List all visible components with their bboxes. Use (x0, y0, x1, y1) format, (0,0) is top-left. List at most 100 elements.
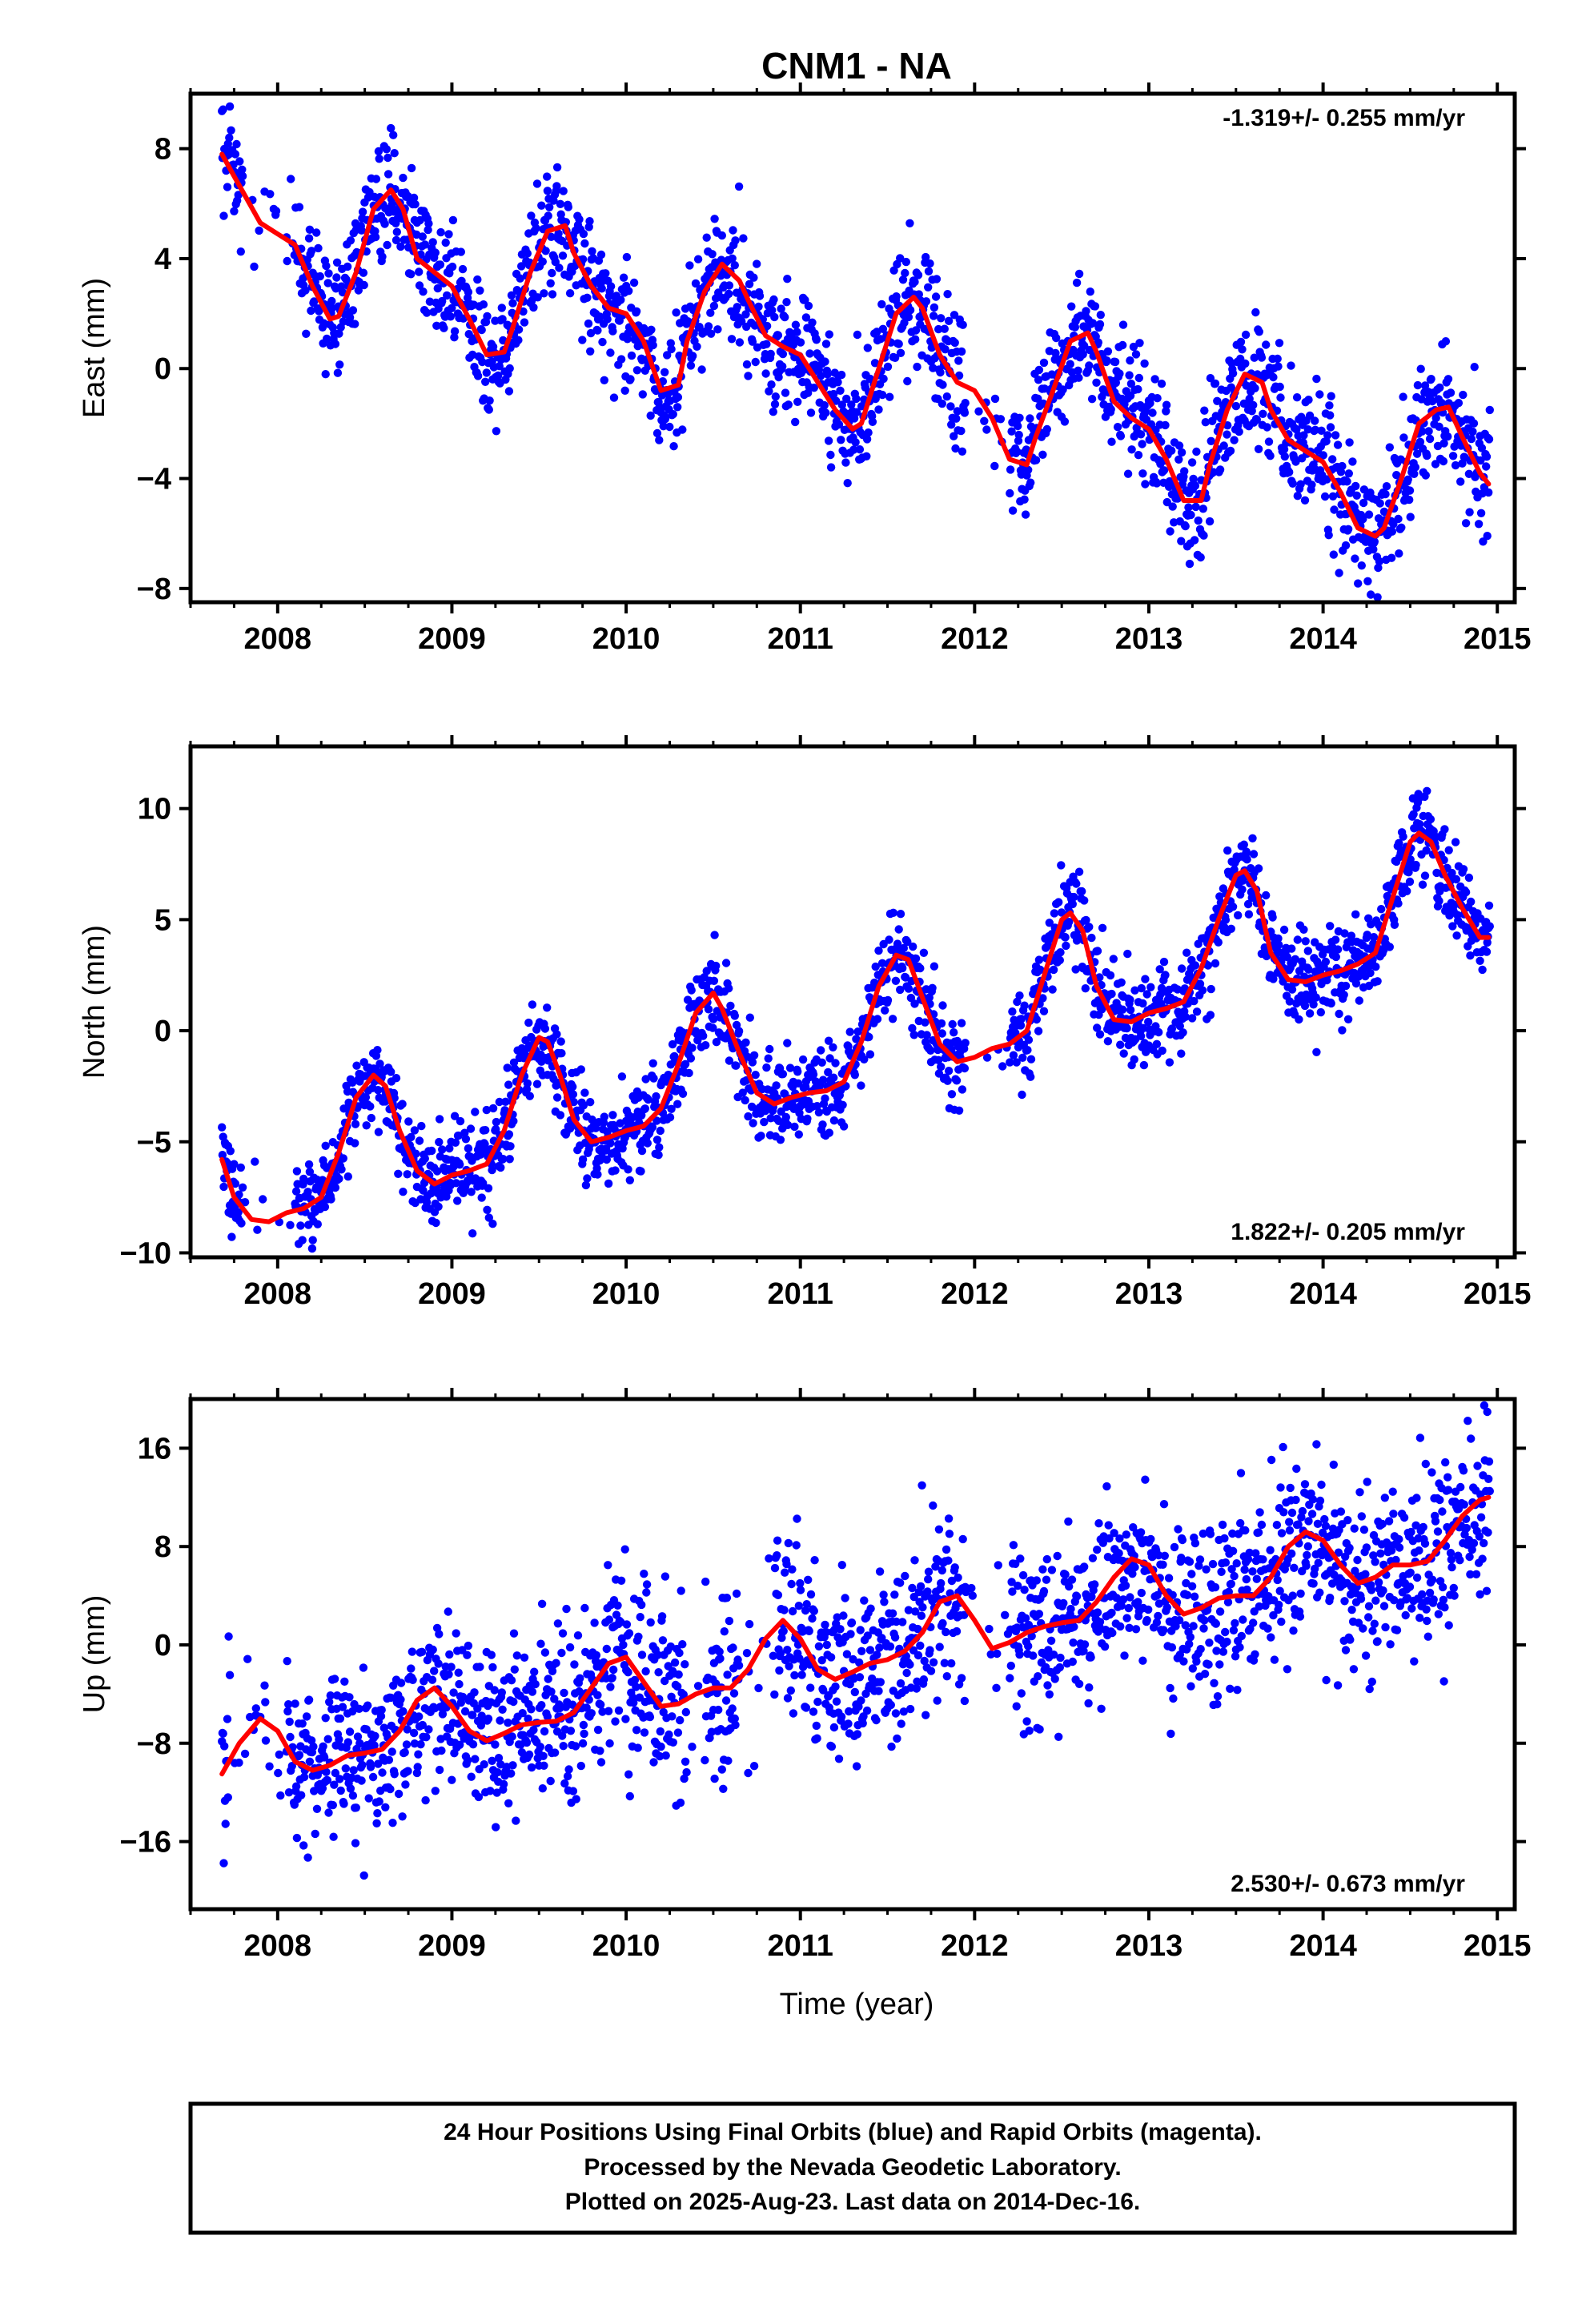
data-point (548, 268, 556, 278)
data-point (435, 1137, 444, 1147)
data-point (668, 1039, 677, 1049)
data-point (583, 1174, 592, 1183)
data-point (738, 1088, 747, 1097)
data-point (1311, 416, 1319, 425)
data-point (523, 249, 532, 258)
data-point (725, 1616, 734, 1626)
data-point (770, 400, 780, 408)
data-point (1038, 994, 1047, 1003)
data-point (898, 963, 907, 973)
data-point (411, 199, 420, 209)
data-point (399, 173, 408, 183)
data-point (557, 1648, 566, 1658)
data-point (291, 1782, 301, 1791)
data-point (832, 396, 841, 405)
data-point (1073, 932, 1082, 941)
data-point (1107, 437, 1116, 446)
data-point (1374, 563, 1383, 573)
data-point (1379, 507, 1389, 517)
data-point (496, 1716, 504, 1725)
data-point (681, 1660, 689, 1669)
data-point (849, 445, 858, 454)
data-point (924, 283, 933, 292)
data-point (568, 1090, 578, 1099)
data-point (784, 400, 793, 409)
up-panel: 2008 2009 2010 2011 2012 2013 2014 2015−16−8081… (78, 1388, 1532, 1963)
data-point (364, 1794, 373, 1803)
data-point (916, 963, 925, 973)
data-point (1459, 865, 1468, 874)
data-point (845, 1707, 853, 1716)
data-point (586, 328, 596, 338)
data-point (1191, 481, 1200, 490)
data-point (1138, 440, 1146, 448)
data-point (349, 1766, 358, 1775)
data-point (434, 1202, 443, 1212)
data-point (645, 1712, 655, 1722)
data-point (338, 287, 347, 297)
data-point (1300, 1001, 1310, 1011)
data-point (552, 182, 561, 191)
data-point (741, 1038, 750, 1047)
data-point (782, 298, 791, 307)
data-point (856, 1626, 865, 1634)
data-point (961, 1039, 970, 1047)
data-point (1331, 935, 1340, 944)
data-point (709, 976, 719, 986)
data-point (1061, 933, 1070, 942)
data-point (632, 366, 642, 375)
data-point (946, 402, 955, 411)
data-point (424, 1725, 433, 1734)
data-point (673, 392, 683, 402)
data-point (1085, 923, 1094, 931)
data-point (332, 258, 342, 267)
data-point (1023, 1046, 1032, 1055)
data-point (1088, 319, 1098, 328)
data-point (593, 1170, 602, 1179)
data-point (376, 1711, 386, 1721)
data-point (1441, 337, 1451, 346)
data-point (415, 267, 424, 276)
data-point (543, 1712, 552, 1721)
data-point (1060, 417, 1070, 426)
data-point (533, 293, 542, 302)
data-point (853, 330, 862, 340)
data-point (1422, 846, 1431, 855)
y-tick-label: −10 (120, 1236, 171, 1270)
data-point (909, 1031, 918, 1039)
data-point (853, 1027, 862, 1036)
data-point (391, 235, 401, 245)
data-point (1182, 948, 1191, 957)
data-point (950, 432, 958, 440)
data-point (371, 175, 381, 183)
data-point (641, 1667, 650, 1676)
data-point (610, 1125, 619, 1134)
data-point (853, 1730, 862, 1739)
data-point (413, 1763, 422, 1771)
data-point (875, 1567, 885, 1576)
east-panel: 2008 2009 2010 2011 2012 2013 2014 2015−8−4048E… (78, 82, 1532, 656)
data-point (802, 1600, 811, 1609)
data-point (596, 1747, 604, 1755)
data-point (575, 215, 584, 224)
data-point (881, 1006, 889, 1015)
data-point (351, 1803, 360, 1812)
data-point (458, 264, 468, 274)
data-point (660, 368, 669, 376)
data-point (624, 1629, 634, 1638)
data-point (451, 1138, 460, 1148)
data-point (1195, 979, 1205, 988)
data-point (1226, 446, 1235, 456)
x-tick-label: 2013 (1115, 622, 1183, 656)
data-point (842, 394, 851, 404)
data-point (468, 1711, 477, 1719)
data-point (957, 347, 966, 356)
data-point (686, 361, 696, 370)
data-point (1410, 469, 1419, 478)
data-point (1131, 350, 1141, 359)
data-point (516, 274, 524, 283)
data-point (580, 239, 589, 248)
data-point (1395, 838, 1403, 848)
data-point (730, 1011, 739, 1020)
north-axes-frame (188, 744, 1517, 1260)
